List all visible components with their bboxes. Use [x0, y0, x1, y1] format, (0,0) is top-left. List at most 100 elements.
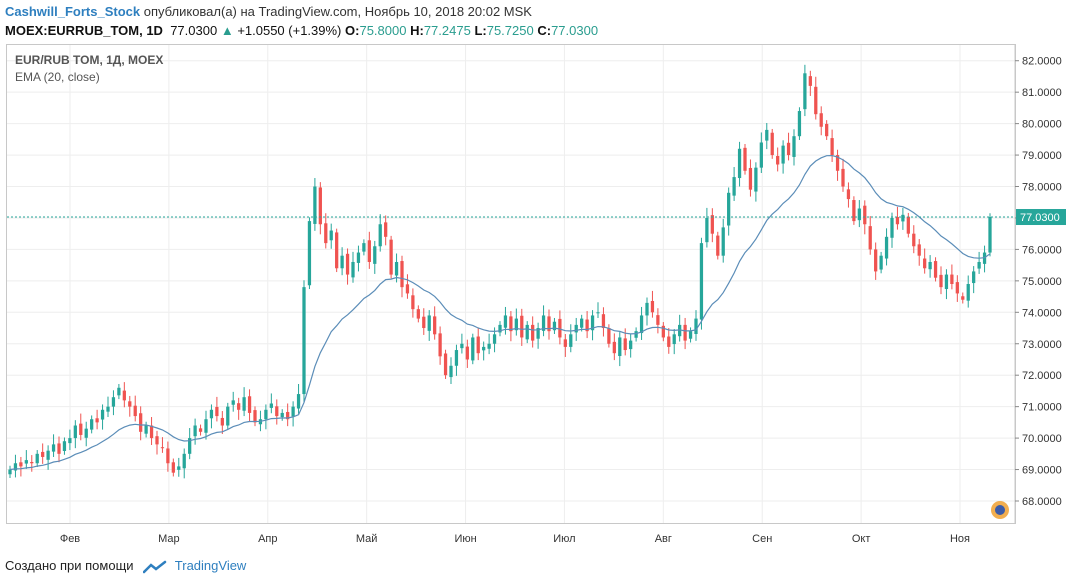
symbol-label: MOEX:EURRUB_TOM, 1D	[5, 23, 163, 38]
y-tick-label: 68.0000	[1022, 496, 1062, 508]
candle-body	[171, 462, 175, 473]
candle-body	[596, 312, 600, 314]
y-tick-label: 79.0000	[1022, 150, 1062, 162]
indicator-legend[interactable]: EMA (20, close)	[15, 70, 100, 84]
candle-body	[307, 221, 312, 286]
candle-body	[639, 315, 644, 334]
candle-body	[68, 438, 72, 444]
candle-body	[405, 284, 410, 294]
candle-body	[318, 187, 322, 225]
candle-body	[574, 324, 578, 333]
candle-body	[46, 450, 50, 460]
candle-body	[8, 469, 12, 475]
candle-body	[302, 287, 306, 395]
candle-body	[351, 261, 355, 278]
y-tick-label: 72.0000	[1022, 370, 1062, 382]
candle-body	[35, 453, 39, 464]
candle-body	[955, 282, 959, 294]
publisher-line: Cashwill_Forts_Stock опубликовал(а) на T…	[5, 4, 532, 19]
candle-body	[629, 340, 633, 350]
candle-body	[313, 186, 317, 224]
candle-body	[329, 230, 333, 241]
y-tick-label: 78.0000	[1022, 182, 1062, 194]
ema-line	[9, 154, 991, 471]
candle-body	[863, 205, 867, 225]
candle-body	[917, 244, 921, 256]
tradingview-link[interactable]: TradingView	[174, 558, 247, 573]
last-price-label: 77.0300	[1020, 212, 1060, 224]
candle-body	[389, 239, 393, 275]
candle-body	[569, 334, 573, 347]
candle-body	[814, 86, 818, 115]
x-tick-label: Июл	[553, 533, 575, 545]
candle-body	[825, 123, 829, 137]
published-text: опубликовал(а) на TradingView.com, Ноябр…	[143, 4, 532, 19]
candle-body	[792, 136, 796, 157]
x-tick-label: Ноя	[950, 533, 970, 545]
candle-body	[874, 249, 878, 272]
candle-body	[950, 274, 954, 284]
candle-body	[776, 156, 780, 165]
candle-body	[454, 350, 459, 366]
candle-body	[460, 343, 464, 349]
candle-body	[536, 328, 540, 339]
open-value: 75.8000	[359, 23, 407, 38]
candle-body	[362, 243, 366, 252]
candle-body	[411, 295, 415, 310]
candle-body	[923, 258, 927, 269]
candle-body	[830, 138, 834, 156]
candle-body	[149, 425, 154, 439]
candle-body	[803, 73, 807, 110]
candle-body	[808, 76, 812, 86]
candle-body	[580, 318, 584, 328]
candle-body	[732, 177, 736, 196]
candle-body	[890, 217, 894, 238]
candle-body	[51, 444, 56, 452]
candle-body	[139, 413, 143, 432]
event-flag-icon	[995, 505, 1005, 515]
candle-body	[972, 271, 976, 284]
candle-body	[373, 246, 377, 264]
x-tick-label: Май	[356, 533, 378, 545]
candle-body	[133, 405, 137, 417]
candle-body	[852, 200, 856, 222]
candle-body	[443, 353, 448, 376]
candle-body	[433, 316, 437, 335]
candle-body	[264, 409, 268, 420]
candle-body	[117, 387, 121, 396]
candle-body	[487, 343, 491, 349]
candle-body	[122, 390, 126, 401]
candle-body	[694, 318, 698, 335]
candle-body	[204, 419, 208, 433]
footer: Создано при помощи TradingView	[5, 558, 246, 574]
candle-body	[541, 315, 546, 331]
candle-body	[770, 132, 774, 156]
candle-body	[220, 417, 224, 426]
author-link[interactable]: Cashwill_Forts_Stock	[5, 4, 141, 19]
candle-body	[449, 365, 453, 378]
candle-body	[209, 409, 214, 419]
candle-body	[520, 315, 524, 338]
x-tick-label: Июн	[454, 533, 476, 545]
candle-body	[868, 226, 872, 250]
candle-body	[367, 240, 371, 262]
candle-body	[30, 461, 34, 464]
series-legend[interactable]: EUR/RUB TOM, 1Д, MOEX	[15, 53, 164, 67]
candle-body	[678, 324, 682, 337]
candle-body	[384, 222, 388, 237]
candle-body	[699, 243, 704, 320]
candle-body	[144, 425, 148, 434]
candle-body	[400, 261, 404, 288]
candle-body	[601, 314, 606, 329]
candle-body	[269, 403, 273, 408]
y-tick-label: 70.0000	[1022, 433, 1062, 445]
low-value: 75.7250	[486, 23, 534, 38]
candle-body	[857, 208, 861, 221]
last-price: 77.0300	[170, 23, 218, 38]
tradingview-logo-icon	[143, 560, 167, 573]
candle-body	[939, 274, 943, 288]
candle-body	[160, 447, 165, 449]
candle-body	[988, 217, 992, 253]
last-price-badge	[1016, 209, 1066, 226]
